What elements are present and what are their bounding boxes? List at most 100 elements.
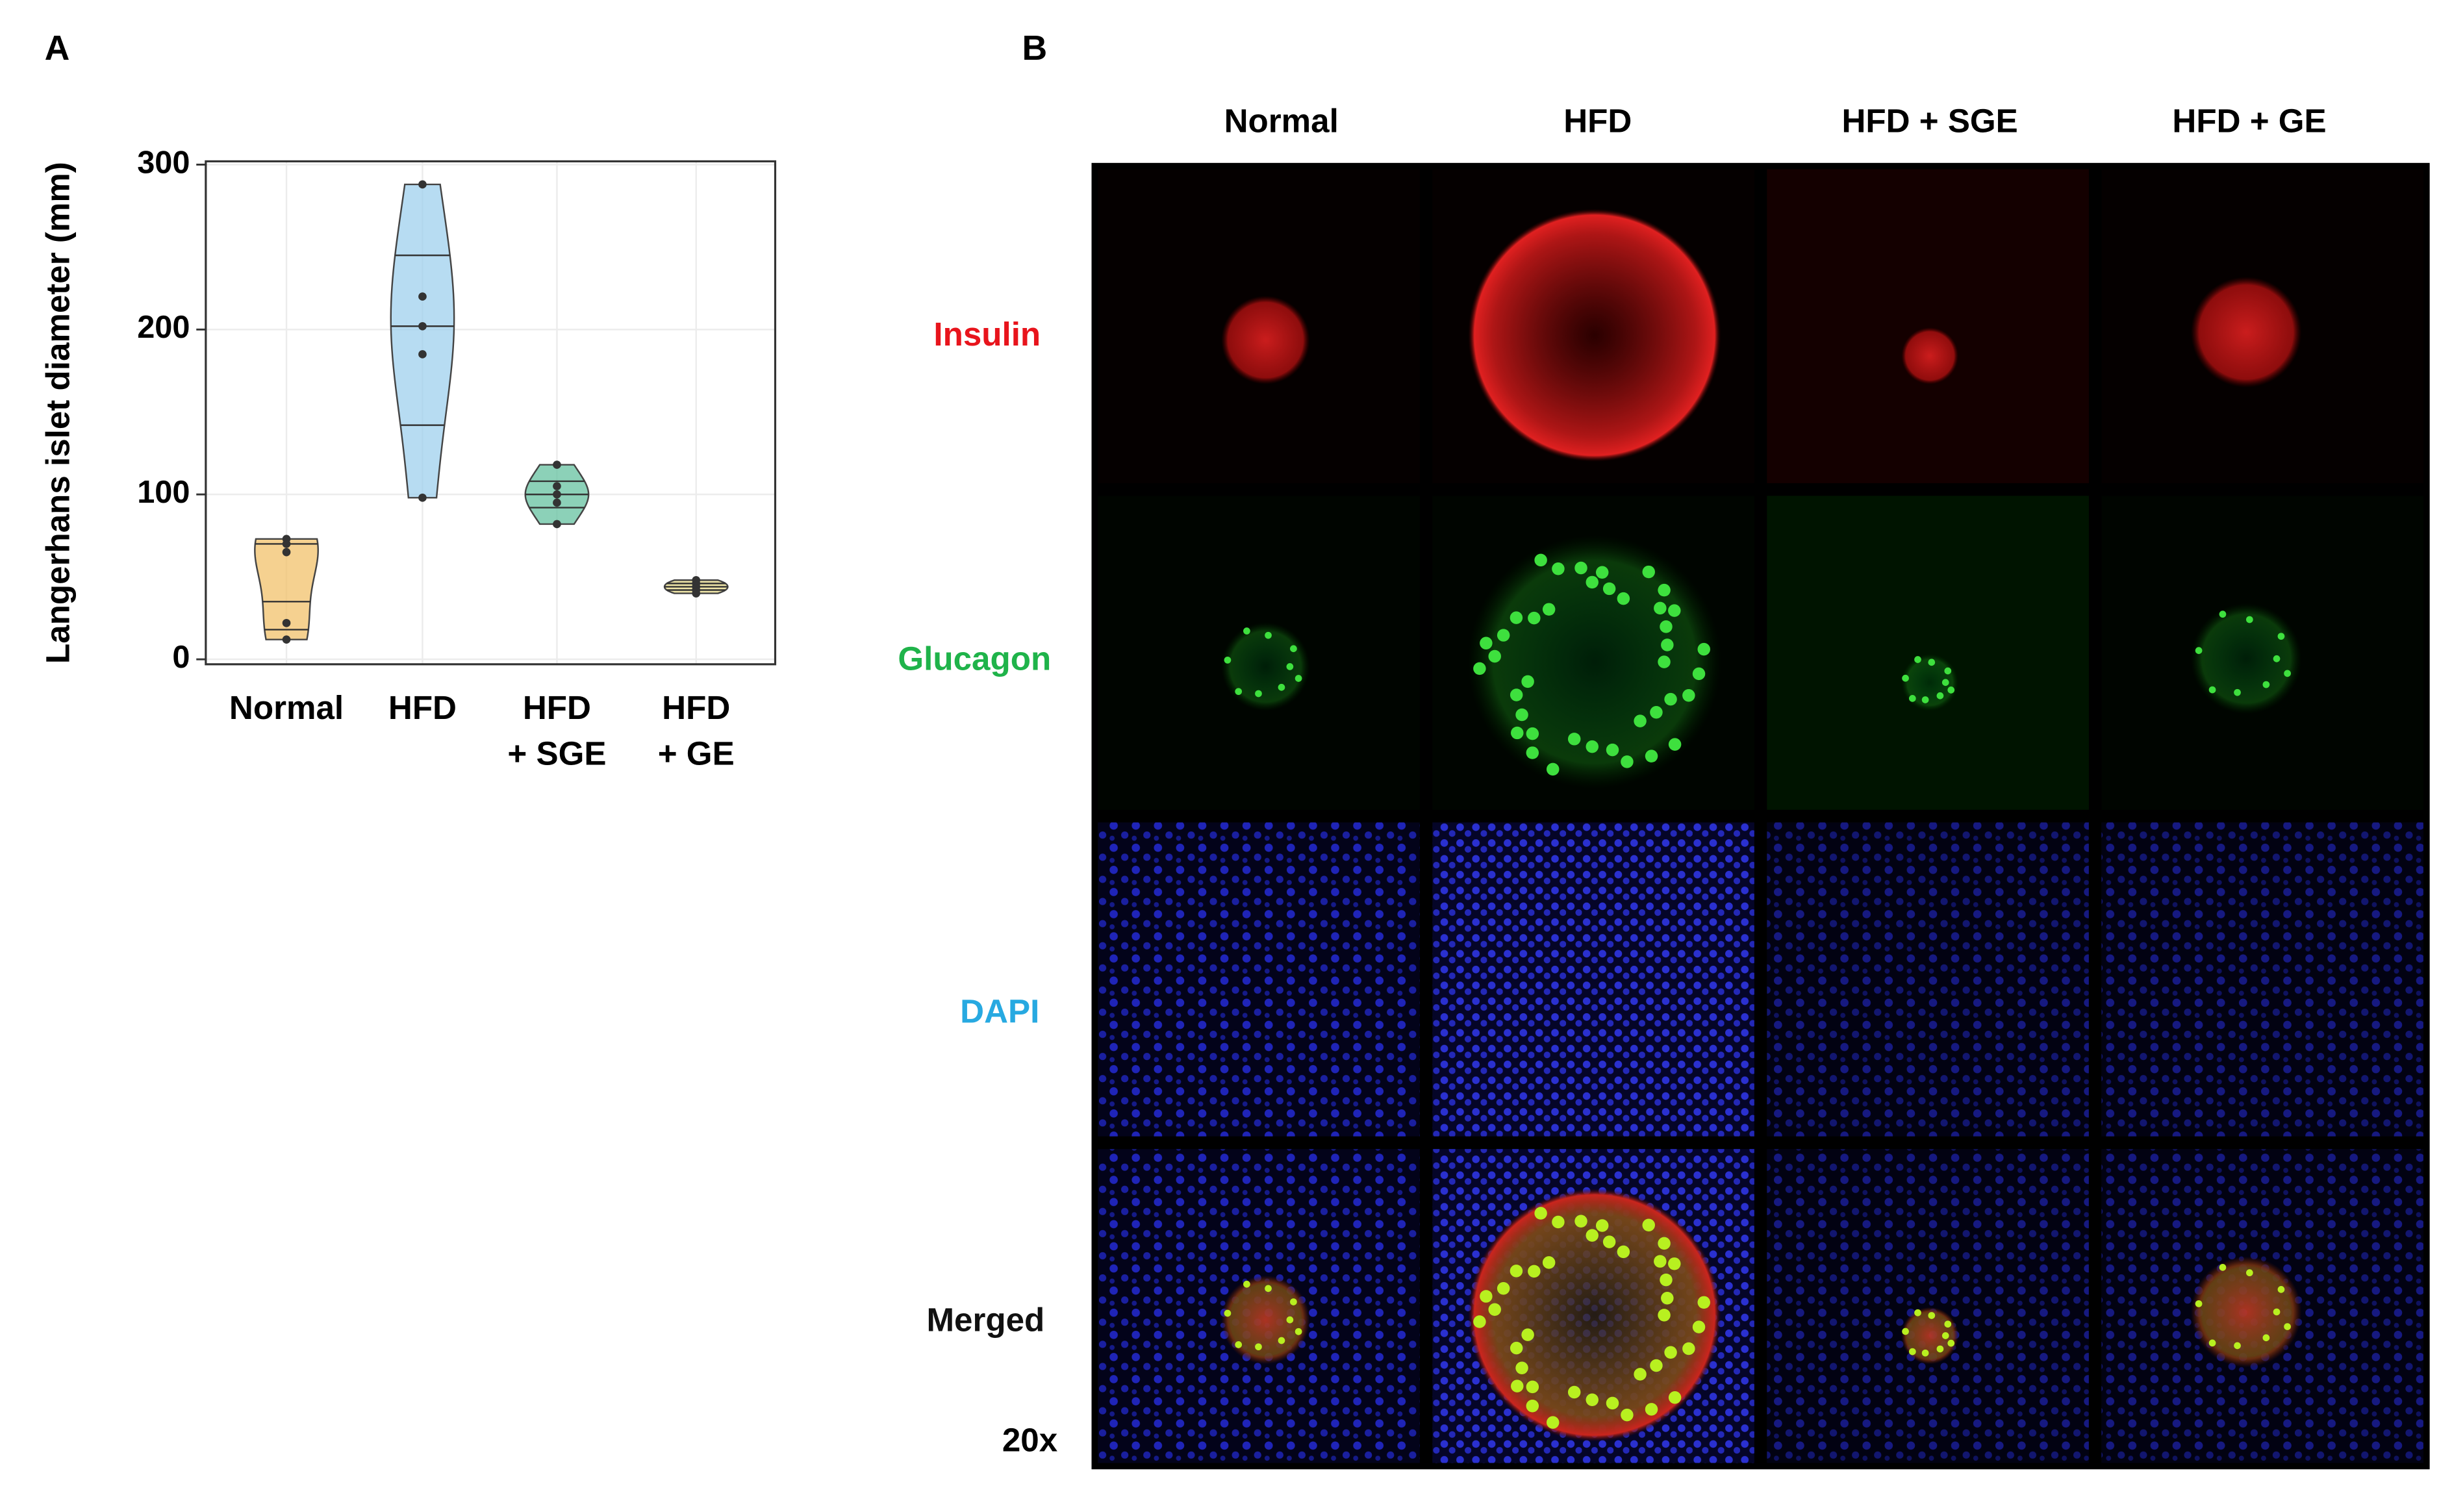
glucagon-cell bbox=[1528, 1265, 1541, 1278]
data-point bbox=[553, 490, 561, 499]
magnification: 20x bbox=[1002, 1421, 1058, 1458]
glucagon-cell bbox=[1645, 1403, 1658, 1416]
glucagon-cell bbox=[1224, 1309, 1232, 1317]
glucagon-cell bbox=[1941, 679, 1949, 687]
glucagon-cell bbox=[1941, 1332, 1949, 1339]
data-point bbox=[553, 460, 561, 469]
micrograph bbox=[1767, 822, 2089, 1137]
glucagon-cell bbox=[1286, 663, 1294, 670]
glucagon-cell bbox=[2273, 655, 2281, 662]
glucagon-cell bbox=[1278, 683, 1285, 691]
glucagon-cell bbox=[1692, 1320, 1706, 1333]
glucagon-halo bbox=[1468, 535, 1721, 788]
glucagon-cell bbox=[1602, 1235, 1616, 1248]
glucagon-cell bbox=[2284, 670, 2291, 677]
data-point bbox=[418, 350, 427, 359]
micrograph bbox=[1767, 1149, 2089, 1463]
glucagon-cell bbox=[1654, 601, 1667, 615]
data-point bbox=[282, 535, 291, 544]
glucagon-cell bbox=[2195, 1300, 2203, 1307]
glucagon-cell bbox=[1243, 1280, 1250, 1288]
violin-chart: 0 100 200 300 Langerhans islet diameter (mm)… bbox=[39, 145, 777, 772]
glucagon-cell bbox=[2262, 681, 2270, 688]
glucagon-cell bbox=[1668, 738, 1682, 751]
glucagon-cell bbox=[1255, 1343, 1262, 1351]
glucagon-cell bbox=[1235, 688, 1243, 696]
glucagon-cell bbox=[1295, 675, 1302, 682]
micrograph bbox=[1432, 822, 1754, 1137]
row-label: Insulin bbox=[933, 316, 1041, 353]
glucagon-cell bbox=[1290, 1298, 1297, 1305]
glucagon-halo bbox=[2190, 603, 2302, 714]
glucagon-cell bbox=[1473, 662, 1486, 675]
data-point bbox=[553, 482, 561, 490]
row-label: Glucagon bbox=[898, 640, 1051, 677]
glucagon-cell bbox=[1658, 583, 1671, 597]
data-point bbox=[282, 548, 291, 557]
glucagon-cell bbox=[1546, 1416, 1560, 1429]
panel-label: A bbox=[45, 29, 70, 68]
y-tick-label: 100 bbox=[137, 475, 190, 510]
column-header: HFD bbox=[1563, 102, 1632, 139]
glucagon-cell bbox=[2245, 616, 2253, 624]
glucagon-cell bbox=[1902, 1328, 1909, 1335]
glucagon-cell bbox=[1510, 688, 1523, 701]
glucagon-cell bbox=[1295, 1328, 1302, 1335]
data-point bbox=[418, 180, 427, 189]
nuclei-field bbox=[1098, 822, 1420, 1137]
glucagon-cell bbox=[2234, 688, 2241, 696]
y-tick-label: 300 bbox=[137, 145, 190, 180]
insulin-stain bbox=[1901, 327, 1958, 384]
column-header: Normal bbox=[1224, 102, 1339, 139]
glucagon-cell bbox=[1692, 667, 1706, 681]
glucagon-cell bbox=[1526, 1380, 1539, 1394]
micrograph bbox=[2101, 822, 2423, 1137]
glucagon-cell bbox=[1567, 733, 1581, 746]
glucagon-cell bbox=[1534, 553, 1547, 567]
data-point bbox=[282, 635, 291, 644]
glucagon-cell bbox=[1658, 1237, 1671, 1250]
plot-frame bbox=[205, 160, 777, 666]
micrograph bbox=[2101, 1149, 2423, 1463]
glucagon-cell bbox=[1480, 636, 1493, 649]
micrograph bbox=[1098, 496, 1420, 810]
glucagon-cell bbox=[1534, 1207, 1547, 1220]
glucagon-cell bbox=[1650, 1359, 1663, 1372]
glucagon-cell bbox=[1510, 1265, 1523, 1278]
data-point bbox=[553, 498, 561, 507]
nuclei-field bbox=[1767, 822, 2089, 1137]
glucagon-cell bbox=[1634, 1368, 1647, 1381]
row-label: Merged bbox=[926, 1301, 1044, 1338]
x-tick-label: HFD bbox=[662, 689, 730, 726]
glucagon-cell bbox=[1586, 1393, 1599, 1407]
glucagon-cell bbox=[1914, 656, 1921, 663]
glucagon-cell bbox=[2245, 1269, 2253, 1277]
micrograph bbox=[1098, 169, 1420, 483]
glucagon-cell bbox=[1642, 565, 1655, 579]
tissue-field bbox=[1767, 169, 2089, 483]
glucagon-cell bbox=[1243, 627, 1250, 635]
glucagon-cell bbox=[1921, 696, 1929, 703]
glucagon-cell bbox=[1497, 1282, 1510, 1295]
glucagon-cell bbox=[1668, 1257, 1681, 1270]
glucagon-cell bbox=[1668, 1391, 1682, 1404]
glucagon-cell bbox=[1290, 645, 1297, 653]
data-point bbox=[282, 618, 291, 627]
glucagon-cell bbox=[1621, 1408, 1634, 1422]
glucagon-halo bbox=[1901, 1307, 1958, 1365]
micrograph bbox=[2101, 169, 2423, 483]
glucagon-halo bbox=[1901, 653, 1958, 711]
glucagon-cell bbox=[1936, 1345, 1944, 1353]
x-tick-label: HFD bbox=[523, 689, 591, 726]
glucagon-cell bbox=[1542, 1256, 1556, 1269]
y-axis-title: Langerhans islet diameter (mm) bbox=[39, 162, 76, 664]
insulin-stain bbox=[1221, 296, 1310, 384]
glucagon-cell bbox=[1664, 692, 1677, 706]
glucagon-cell bbox=[1528, 611, 1541, 625]
glucagon-cell bbox=[1586, 740, 1599, 753]
glucagon-cell bbox=[1595, 1219, 1609, 1232]
micrograph bbox=[1098, 822, 1420, 1137]
glucagon-cell bbox=[1515, 1361, 1528, 1374]
glucagon-halo bbox=[1221, 622, 1310, 711]
